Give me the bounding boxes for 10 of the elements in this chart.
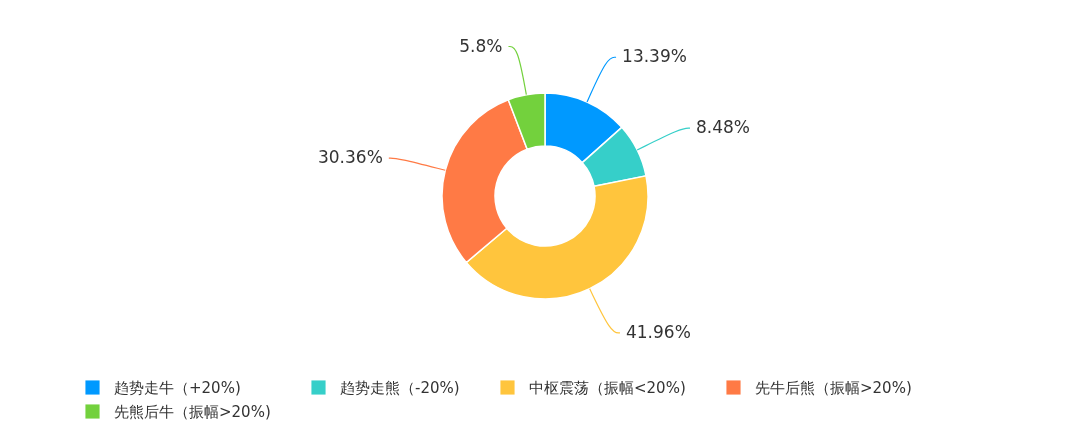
data-label: 5.8%	[459, 35, 503, 56]
data-label: 30.36%	[317, 147, 383, 168]
legend-label: 趋势走牛（+20%)	[114, 378, 241, 397]
data-label: 41.96%	[625, 321, 691, 342]
legend-label: 先牛后熊（振幅>20%)	[755, 378, 912, 397]
legend-label: 中枢震荡（振幅<20%)	[529, 378, 686, 397]
data-label: 8.48%	[696, 117, 751, 138]
legend-label: 趋势走熊（-20%)	[340, 378, 460, 397]
data-label: 13.39%	[622, 46, 687, 67]
legend-label: 先熊后牛（振幅>20%)	[114, 402, 271, 421]
